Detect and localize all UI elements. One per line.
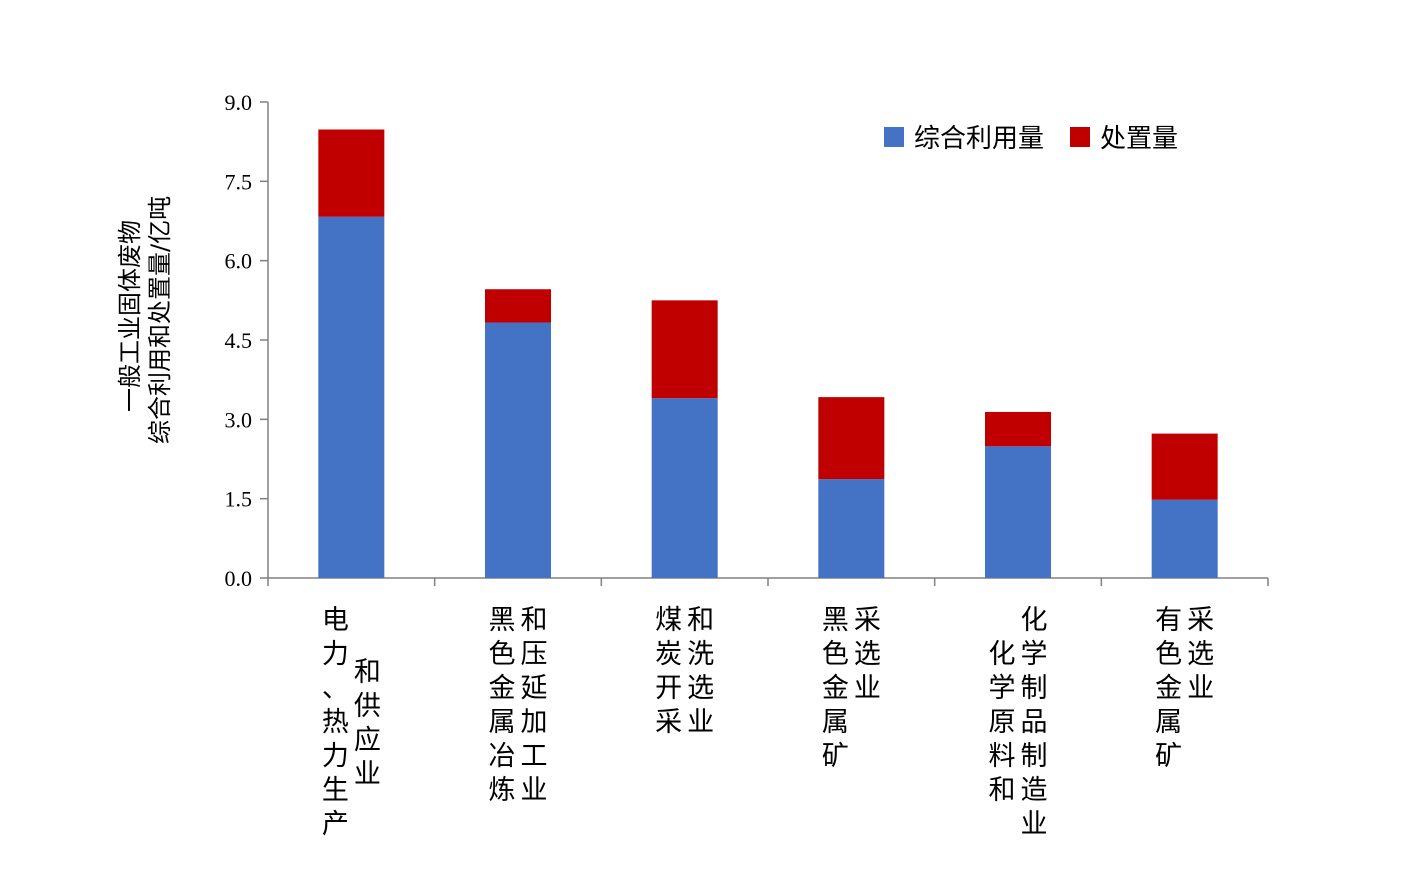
x-category-label: 煤炭开采和洗选业: [653, 604, 717, 740]
bar-utilization: [651, 398, 718, 578]
bar-utilization: [985, 446, 1051, 578]
legend-swatch-utilization: [884, 126, 904, 147]
legend-item-disposal: 处置量: [1070, 118, 1178, 155]
x-category-label-column: 黑色金属冶炼: [488, 605, 516, 806]
y-axis-label-line-2: 综合利用和处置量/亿吨: [146, 195, 174, 444]
x-category-label-column: 化学制品制造业: [1020, 605, 1048, 840]
bar-utilization: [318, 216, 385, 578]
x-category-label-column: 和洗选业: [687, 605, 715, 738]
legend-swatch-disposal: [1070, 126, 1091, 147]
axes: [260, 101, 1269, 586]
x-category-label-column: 煤炭开采: [655, 605, 683, 738]
y-tick-label: 1.5: [225, 487, 253, 512]
legend-item-utilization: 综合利用量: [884, 118, 1044, 155]
x-category-label-column: 和供应业: [353, 657, 381, 790]
x-category-label-column: 黑色金属矿: [821, 605, 849, 772]
x-category-label-column: 和压延加工业: [520, 605, 548, 806]
x-category-label: 化学原料和化学制品制造业: [986, 604, 1050, 842]
y-tick-label: 6.0: [225, 249, 253, 274]
bar-utilization: [485, 322, 551, 578]
bar-disposal: [318, 129, 385, 217]
x-category-label: 有色金属矿采选业: [1153, 604, 1217, 774]
legend-label-disposal: 处置量: [1100, 124, 1179, 154]
bar-disposal: [818, 397, 885, 480]
y-tick-label: 3.0: [225, 407, 253, 432]
bar-disposal: [1151, 433, 1218, 500]
bar-disposal: [985, 411, 1051, 447]
x-category-label: 黑色金属矿采选业: [819, 604, 883, 774]
bar-disposal: [485, 289, 551, 323]
y-tick-label: 4.5: [225, 328, 253, 353]
x-category-label-column: 有色金属矿: [1155, 605, 1183, 772]
legend-label-utilization: 综合利用量: [914, 124, 1045, 154]
x-category-label-column: 采选业: [1187, 605, 1215, 704]
y-tick-labels: 0.0 1.5 3.0 4.5 6.0 7.5 9.0: [225, 90, 253, 591]
legend: 综合利用量 处置量: [884, 118, 1204, 155]
bars: [318, 129, 1218, 578]
x-category-label: 黑色金属冶炼和压延加工业: [486, 604, 550, 808]
x-category-label-column: 电力、热力生产: [321, 605, 349, 840]
y-tick-label: 0.0: [225, 566, 253, 591]
bar-disposal: [651, 300, 718, 399]
x-category-label-column: 化学原料和: [988, 639, 1016, 806]
bar-utilization: [818, 479, 885, 578]
y-tick-label: 7.5: [225, 169, 253, 194]
x-category-label-column: 采选业: [853, 605, 881, 704]
x-category-label: 电力、热力生产和供应业: [319, 604, 383, 842]
y-axis-label: 一般工业固体废物 综合利用和处置量/亿吨: [0, 0, 174, 444]
bar-utilization: [1151, 499, 1218, 578]
y-tick-label: 9.0: [225, 90, 253, 115]
